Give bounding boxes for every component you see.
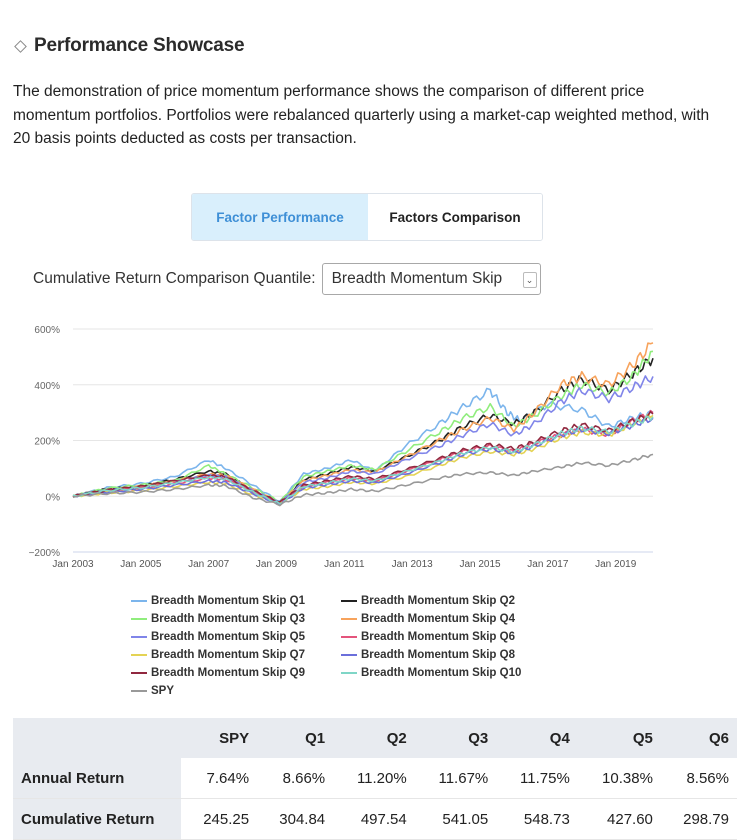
legend-row: Breadth Momentum Skip Q7 Breadth Momentum… bbox=[131, 646, 551, 664]
col-header: Q6 bbox=[660, 718, 737, 758]
table-row: Annual Return 7.64% 8.66% 11.20% 11.67% … bbox=[13, 758, 737, 799]
y-tick-label: −200% bbox=[29, 548, 61, 559]
section-title: Performance Showcase bbox=[14, 34, 245, 58]
diamond-icon bbox=[14, 39, 27, 53]
legend-label: Breadth Momentum Skip Q9 bbox=[151, 667, 305, 679]
selector-label: Cumulative Return Comparison Quantile: bbox=[33, 270, 316, 287]
quantile-selector-row: Cumulative Return Comparison Quantile: B… bbox=[33, 263, 541, 295]
table-cell: 8.56% bbox=[660, 758, 737, 799]
quantile-select[interactable]: Breadth Momentum Skip ⌄ bbox=[321, 263, 541, 295]
legend-label: Breadth Momentum Skip Q3 bbox=[151, 613, 305, 625]
legend-label: SPY bbox=[151, 685, 175, 697]
table-cell: 541.05 bbox=[414, 798, 497, 840]
legend-item[interactable]: Breadth Momentum Skip Q5 bbox=[131, 628, 341, 646]
legend-swatch bbox=[131, 618, 147, 620]
series-line-breadth-momentum-skip-q7 bbox=[72, 413, 654, 504]
legend-label: Breadth Momentum Skip Q10 bbox=[361, 667, 522, 679]
legend-item[interactable]: SPY bbox=[131, 682, 349, 700]
col-header: Q3 bbox=[414, 718, 497, 758]
table-cell: 11.67% bbox=[414, 758, 497, 799]
legend-swatch bbox=[131, 672, 147, 674]
x-tick-label: Jan 2019 bbox=[595, 559, 637, 570]
chart-legend: Breadth Momentum Skip Q1 Breadth Momentum… bbox=[131, 592, 551, 700]
legend-row: Breadth Momentum Skip Q9 Breadth Momentum… bbox=[131, 664, 551, 682]
chevron-down-icon[interactable]: ⌄ bbox=[522, 272, 537, 288]
legend-item[interactable]: Breadth Momentum Skip Q3 bbox=[131, 610, 341, 628]
quantile-select-value: Breadth Momentum Skip bbox=[331, 270, 503, 287]
table-cell: 298.79 bbox=[660, 798, 737, 840]
legend-swatch bbox=[341, 672, 357, 674]
x-tick-label: Jan 2015 bbox=[459, 559, 501, 570]
y-tick-label: 0% bbox=[46, 492, 61, 503]
x-tick-label: Jan 2011 bbox=[324, 559, 365, 570]
legend-row: Breadth Momentum Skip Q1 Breadth Momentum… bbox=[131, 592, 551, 610]
legend-item[interactable]: Breadth Momentum Skip Q8 bbox=[341, 646, 551, 664]
col-header: Q4 bbox=[496, 718, 578, 758]
col-header: Q1 bbox=[257, 718, 334, 758]
x-tick-label: Jan 2007 bbox=[188, 559, 230, 570]
legend-label: Breadth Momentum Skip Q5 bbox=[151, 631, 305, 643]
legend-item[interactable]: Breadth Momentum Skip Q6 bbox=[341, 628, 551, 646]
legend-item[interactable]: Breadth Momentum Skip Q2 bbox=[341, 592, 551, 610]
table-cell: 427.60 bbox=[577, 798, 661, 840]
table-cell: 497.54 bbox=[333, 798, 415, 840]
legend-row: Breadth Momentum Skip Q3 Breadth Momentum… bbox=[131, 610, 551, 628]
legend-label: Breadth Momentum Skip Q7 bbox=[151, 649, 305, 661]
tab-factor-performance[interactable]: Factor Performance bbox=[192, 194, 368, 240]
legend-swatch bbox=[131, 636, 147, 638]
col-header: Q5 bbox=[577, 718, 661, 758]
x-tick-label: Jan 2003 bbox=[52, 559, 94, 570]
legend-row: Breadth Momentum Skip Q5 Breadth Momentum… bbox=[131, 628, 551, 646]
series-line-breadth-momentum-skip-q3 bbox=[72, 350, 654, 504]
legend-swatch bbox=[131, 654, 147, 656]
tab-factors-comparison[interactable]: Factors Comparison bbox=[368, 194, 542, 240]
table-cell: 10.38% bbox=[577, 758, 661, 799]
legend-item[interactable]: Breadth Momentum Skip Q10 bbox=[341, 664, 551, 682]
legend-swatch bbox=[341, 618, 357, 620]
legend-swatch bbox=[341, 636, 357, 638]
series-line-spy bbox=[72, 453, 654, 507]
y-tick-label: 600% bbox=[34, 325, 60, 336]
table-cell: 11.75% bbox=[496, 758, 578, 799]
x-tick-label: Jan 2017 bbox=[527, 559, 569, 570]
table-cell: 548.73 bbox=[496, 798, 578, 840]
col-header: SPY bbox=[181, 718, 258, 758]
x-tick-label: Jan 2009 bbox=[256, 559, 298, 570]
returns-table: SPY Q1 Q2 Q3 Q4 Q5 Q6 Annual Return 7.64… bbox=[13, 718, 737, 840]
x-tick-label: Jan 2005 bbox=[120, 559, 162, 570]
cumulative-return-chart: 600% 400% 200% 0% −200%Jan 2003 Jan 2005 Jan 2… bbox=[29, 325, 654, 570]
table-corner bbox=[13, 718, 181, 758]
table-cell: 8.66% bbox=[257, 758, 334, 799]
legend-swatch bbox=[131, 690, 147, 692]
y-tick-label: 400% bbox=[34, 381, 60, 392]
legend-label: Breadth Momentum Skip Q8 bbox=[361, 649, 515, 661]
row-label: Cumulative Return bbox=[13, 798, 181, 840]
page-title: Performance Showcase bbox=[34, 35, 245, 56]
tab-bar: Factor Performance Factors Comparison bbox=[191, 193, 543, 241]
legend-label: Breadth Momentum Skip Q4 bbox=[361, 613, 515, 625]
legend-label: Breadth Momentum Skip Q2 bbox=[361, 595, 515, 607]
table-header-row: SPY Q1 Q2 Q3 Q4 Q5 Q6 bbox=[13, 718, 737, 758]
table-row: Cumulative Return 245.25 304.84 497.54 5… bbox=[13, 798, 737, 840]
legend-label: Breadth Momentum Skip Q1 bbox=[151, 595, 305, 607]
col-header: Q2 bbox=[333, 718, 415, 758]
legend-item[interactable]: Breadth Momentum Skip Q9 bbox=[131, 664, 341, 682]
legend-swatch bbox=[341, 654, 357, 656]
description: The demonstration of price momentum perf… bbox=[13, 83, 710, 147]
legend-item[interactable]: Breadth Momentum Skip Q4 bbox=[341, 610, 551, 628]
legend-row: SPY bbox=[131, 682, 551, 700]
y-tick-label: 200% bbox=[34, 437, 60, 448]
series-line-breadth-momentum-skip-q10 bbox=[72, 415, 654, 505]
legend-label: Breadth Momentum Skip Q6 bbox=[361, 631, 515, 643]
table-cell: 11.20% bbox=[333, 758, 415, 799]
row-label: Annual Return bbox=[13, 758, 181, 799]
table-cell: 304.84 bbox=[257, 798, 334, 840]
legend-swatch bbox=[341, 600, 357, 602]
legend-swatch bbox=[131, 600, 147, 602]
legend-item[interactable]: Breadth Momentum Skip Q1 bbox=[131, 592, 341, 610]
legend-item[interactable]: Breadth Momentum Skip Q7 bbox=[131, 646, 341, 664]
x-tick-label: Jan 2013 bbox=[392, 559, 434, 570]
table-cell: 245.25 bbox=[181, 798, 258, 840]
table-cell: 7.64% bbox=[181, 758, 258, 799]
